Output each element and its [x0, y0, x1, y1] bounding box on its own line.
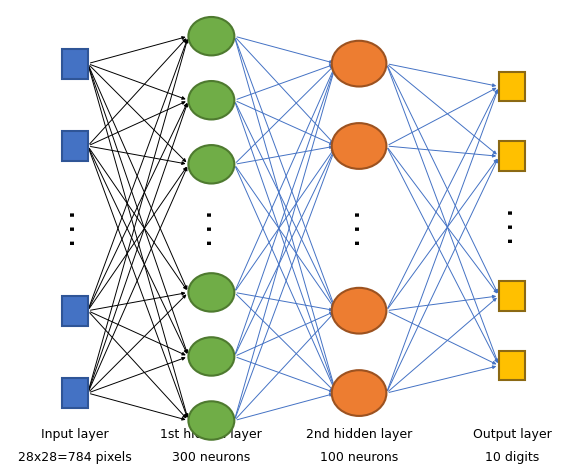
FancyBboxPatch shape [499, 72, 526, 101]
Circle shape [189, 273, 235, 312]
FancyBboxPatch shape [499, 351, 526, 380]
Circle shape [189, 401, 235, 440]
Text: Input layer: Input layer [41, 428, 108, 441]
Text: 300 neurons: 300 neurons [172, 451, 250, 464]
Text: · · ·: · · · [350, 210, 368, 246]
FancyBboxPatch shape [62, 49, 88, 78]
Text: · · ·: · · · [65, 210, 84, 246]
FancyBboxPatch shape [499, 281, 526, 311]
Circle shape [332, 41, 386, 86]
Text: · · ·: · · · [503, 208, 521, 244]
Circle shape [189, 17, 235, 56]
Circle shape [189, 145, 235, 183]
Circle shape [332, 123, 386, 169]
FancyBboxPatch shape [499, 142, 526, 171]
Circle shape [189, 81, 235, 119]
FancyBboxPatch shape [62, 378, 88, 408]
FancyBboxPatch shape [62, 296, 88, 325]
Circle shape [332, 288, 386, 333]
Text: 2nd hidden layer: 2nd hidden layer [306, 428, 412, 441]
Text: Output layer: Output layer [473, 428, 552, 441]
Circle shape [332, 370, 386, 416]
Circle shape [189, 337, 235, 376]
Text: 100 neurons: 100 neurons [320, 451, 398, 464]
Text: 10 digits: 10 digits [485, 451, 540, 464]
FancyBboxPatch shape [62, 131, 88, 161]
Text: 28x28=784 pixels: 28x28=784 pixels [18, 451, 132, 464]
Text: 1st hidden layer: 1st hidden layer [161, 428, 262, 441]
Text: · · ·: · · · [202, 210, 221, 246]
